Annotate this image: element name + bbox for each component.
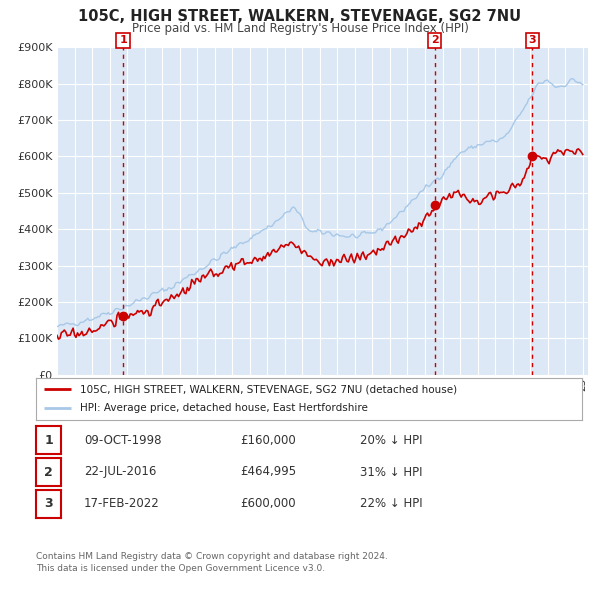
Text: 105C, HIGH STREET, WALKERN, STEVENAGE, SG2 7NU: 105C, HIGH STREET, WALKERN, STEVENAGE, S… bbox=[79, 9, 521, 24]
Text: 3: 3 bbox=[44, 497, 53, 510]
Text: 1: 1 bbox=[44, 434, 53, 447]
Text: 1: 1 bbox=[119, 35, 127, 45]
Text: £464,995: £464,995 bbox=[240, 466, 296, 478]
Text: 2: 2 bbox=[44, 466, 53, 478]
Text: Price paid vs. HM Land Registry's House Price Index (HPI): Price paid vs. HM Land Registry's House … bbox=[131, 22, 469, 35]
Text: HPI: Average price, detached house, East Hertfordshire: HPI: Average price, detached house, East… bbox=[80, 403, 368, 413]
Text: 2: 2 bbox=[431, 35, 439, 45]
Text: £160,000: £160,000 bbox=[240, 434, 296, 447]
Text: 17-FEB-2022: 17-FEB-2022 bbox=[84, 497, 160, 510]
Text: Contains HM Land Registry data © Crown copyright and database right 2024.
This d: Contains HM Land Registry data © Crown c… bbox=[36, 552, 388, 573]
Text: 3: 3 bbox=[529, 35, 536, 45]
Text: 105C, HIGH STREET, WALKERN, STEVENAGE, SG2 7NU (detached house): 105C, HIGH STREET, WALKERN, STEVENAGE, S… bbox=[80, 385, 457, 395]
Text: 22-JUL-2016: 22-JUL-2016 bbox=[84, 466, 157, 478]
Text: 22% ↓ HPI: 22% ↓ HPI bbox=[360, 497, 422, 510]
Text: 20% ↓ HPI: 20% ↓ HPI bbox=[360, 434, 422, 447]
Text: £600,000: £600,000 bbox=[240, 497, 296, 510]
Text: 09-OCT-1998: 09-OCT-1998 bbox=[84, 434, 161, 447]
Text: 31% ↓ HPI: 31% ↓ HPI bbox=[360, 466, 422, 478]
